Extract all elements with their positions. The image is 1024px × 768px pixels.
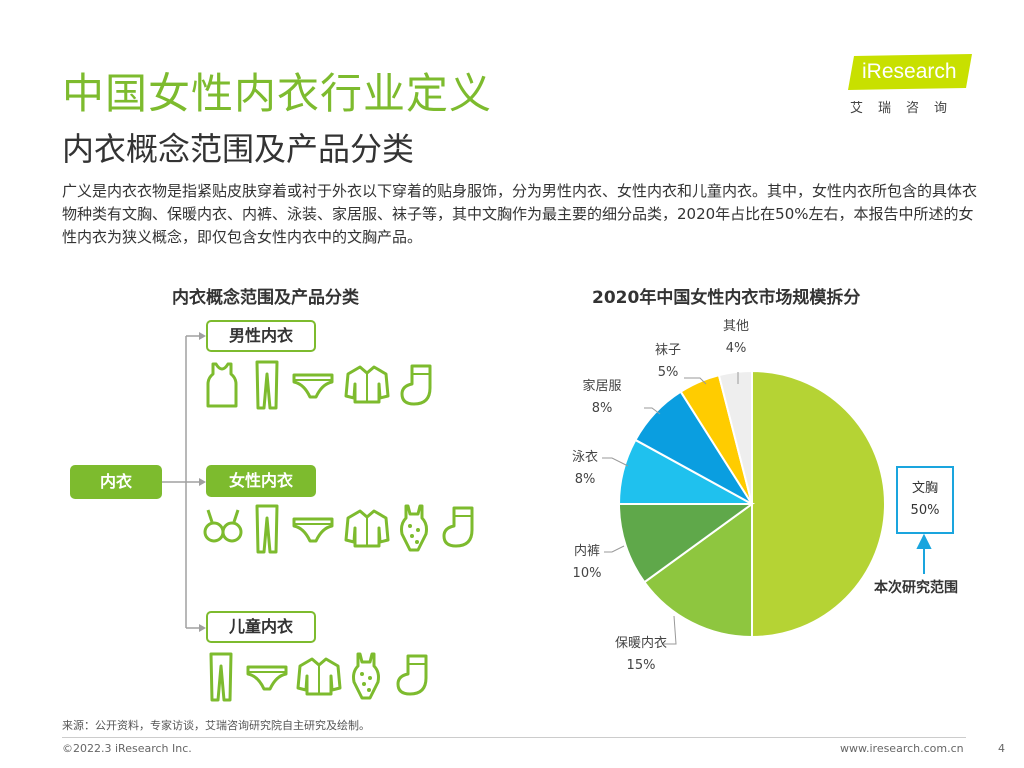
page-subtitle: 内衣概念范围及产品分类 [62,130,415,168]
pie-label-other: 其他 4% [722,319,749,356]
pie-slice-1 [643,502,753,639]
branch-child: 儿童内衣 [206,611,316,643]
logo-cn: 艾瑞咨询 [850,101,963,116]
long-johns-icon [209,652,233,702]
briefs-icon [292,373,334,399]
pie-label-thermal: 保暖内衣 15% [614,636,667,673]
swimsuit-icon [352,652,380,700]
pie-slice-0 [751,369,886,639]
long-johns-icon [255,504,279,554]
bra-icon [203,509,243,543]
sock-icon [396,654,428,696]
shirt-icon [296,657,342,696]
pie-slice-2 [617,503,756,584]
briefs-icon [246,665,288,691]
tank-top-icon [206,362,238,408]
pie-label-homewear: 家居服 8% [582,379,622,416]
research-scope-label: 本次研究范围 [874,580,958,596]
branch-male: 男性内衣 [206,320,316,352]
swimsuit-icon [400,504,428,552]
pie-slice-6 [717,369,753,505]
shirt-icon [344,365,390,404]
branch-female: 女性内衣 [206,465,316,497]
shirt-icon [344,509,390,548]
sock-icon [442,506,474,548]
intro-paragraph: 广义是内衣衣物是指紧贴皮肤穿着或衬于外衣以下穿着的贴身服饰，分为男性内衣、女性内… [62,182,978,246]
iresearch-logo [848,54,972,90]
tree-section-title: 内衣概念范围及产品分类 [172,288,359,308]
page-number: 4 [998,742,1005,755]
website-link[interactable]: www.iresearch.com.cn [840,742,964,755]
logo-name: iResearch [862,60,957,83]
source-note: 来源：公开资料，专家访谈，艾瑞咨询研究院自主研究及绘制。 [62,719,370,732]
tree-root: 内衣 [70,465,162,499]
pie-label-socks: 袜子 5% [654,343,681,380]
pie-label-panties: 内裤 10% [572,544,602,581]
footer-divider [62,737,966,738]
pie-label-swimwear: 泳衣 8% [571,450,598,487]
page-title: 中国女性内衣行业定义 [62,69,493,118]
copyright: ©2022.3 iResearch Inc. [62,742,192,755]
sock-icon [400,364,432,406]
chart-title: 2020年中国女性内衣市场规模拆分 [592,288,861,308]
pie-label-bra: 文胸 50% [896,466,954,534]
long-johns-icon [255,360,279,410]
briefs-icon [292,517,334,543]
